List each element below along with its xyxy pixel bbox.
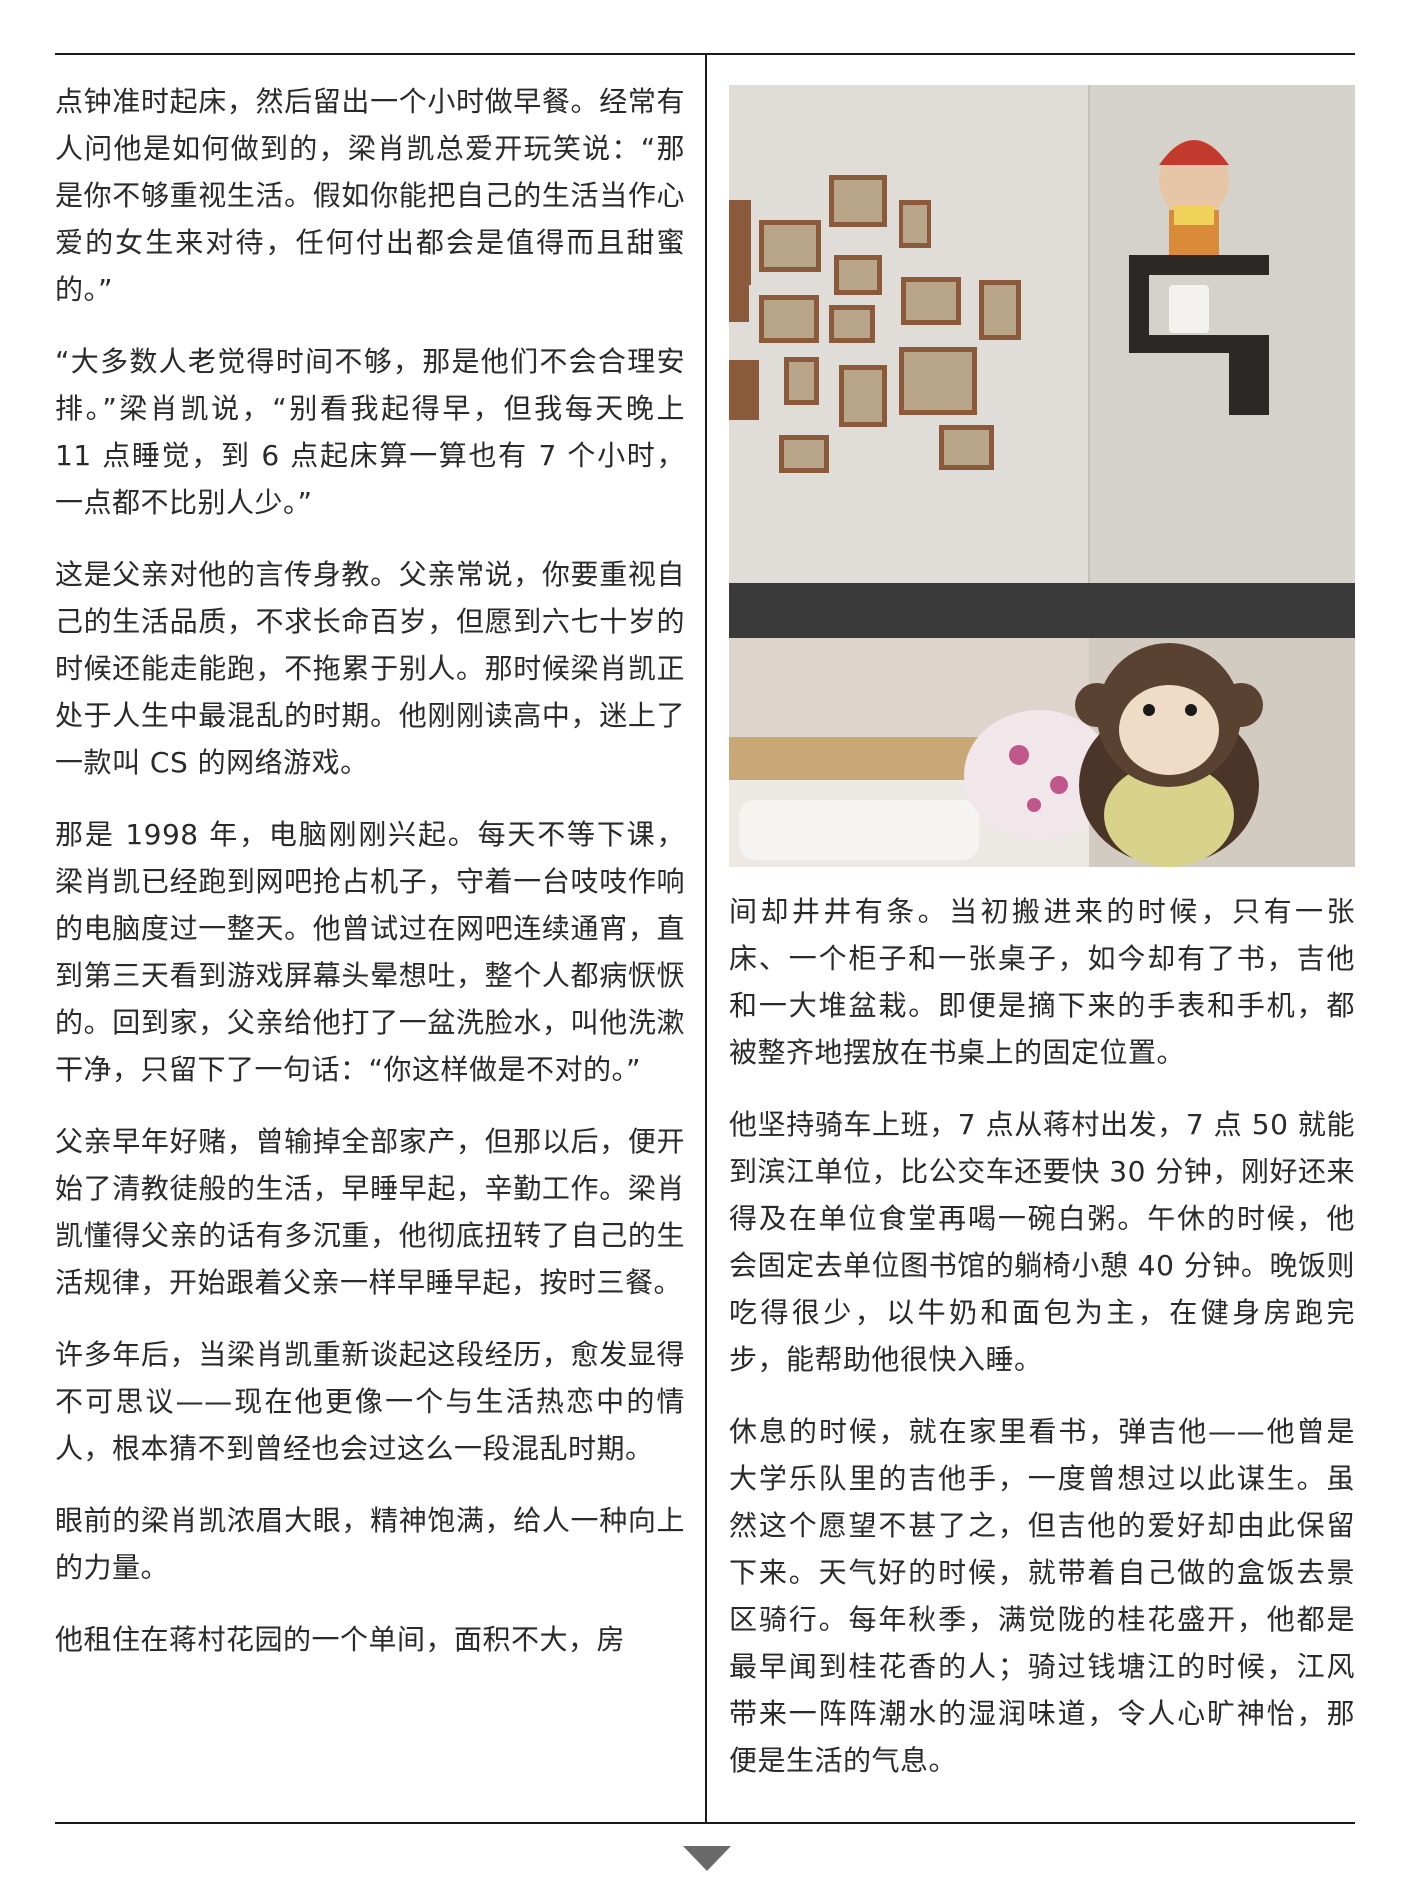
room-photo (729, 85, 1355, 867)
top-rule (55, 53, 1355, 55)
paragraph: 这是父亲对他的言传身教。父亲常说，你要重视自己的生活品质，不求长命百岁，但愿到六… (55, 558, 685, 779)
paragraph: “大多数人老觉得时间不够，那是他们不会合理安排。”梁肖凯说，“别看我起得早，但我… (55, 345, 685, 519)
paragraph: 他坚持骑车上班，7 点从蒋村出发，7 点 50 就能到滨江单位，比公交车还要快 … (729, 1108, 1355, 1376)
paragraph: 那是 1998 年，电脑刚刚兴起。每天不等下课，梁肖凯已经跑到网吧抢占机子，守着… (55, 818, 685, 1086)
paragraph: 眼前的梁肖凯浓眉大眼，精神饱满，给人一种向上的力量。 (55, 1504, 685, 1584)
paragraph: 点钟准时起床，然后留出一个小时做早餐。经常有人问他是如何做到的，梁肖凯总爱开玩笑… (55, 85, 685, 306)
left-column: 点钟准时起床，然后留出一个小时做早餐。经常有人问他是如何做到的，梁肖凯总爱开玩笑… (55, 78, 685, 1688)
down-triangle-icon[interactable] (683, 1846, 731, 1871)
paragraph: 间却井井有条。当初搬进来的时候，只有一张床、一个柜子和一张桌子，如今却有了书，吉… (729, 895, 1355, 1069)
right-column: 间却井井有条。当初搬进来的时候，只有一张床、一个柜子和一张桌子，如今却有了书，吉… (729, 888, 1355, 1809)
paragraph: 许多年后，当梁肖凯重新谈起这段经历，愈发显得不可思议——现在他更像一个与生活热恋… (55, 1338, 685, 1465)
paragraph: 他租住在蒋村花园的一个单间，面积不大，房 (55, 1623, 626, 1656)
paragraph: 休息的时候，就在家里看书，弹吉他——他曾是大学乐队里的吉他手，一度曾想过以此谋生… (729, 1415, 1355, 1777)
bottom-rule (55, 1822, 1355, 1824)
paragraph: 父亲早年好赌，曾输掉全部家产，但那以后，便开始了清教徒般的生活，早睡早起，辛勤工… (55, 1125, 685, 1299)
column-divider (705, 55, 707, 1822)
